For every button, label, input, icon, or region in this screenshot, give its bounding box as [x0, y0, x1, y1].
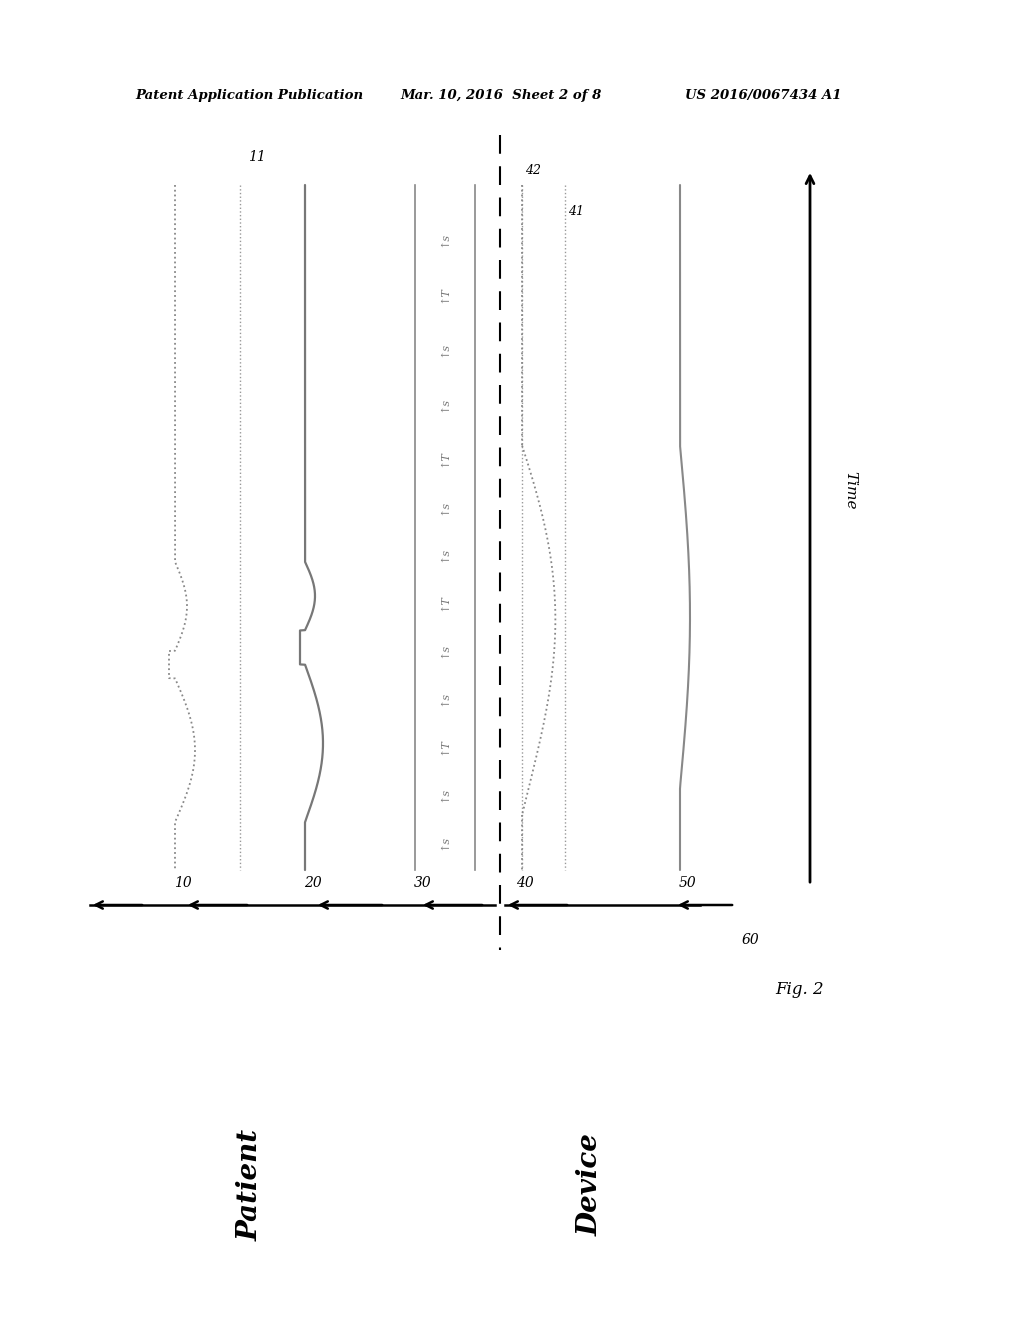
- Text: ↑T: ↑T: [440, 286, 450, 304]
- Text: ↑s: ↑s: [440, 342, 450, 356]
- Text: 10: 10: [174, 876, 191, 890]
- Text: ↑T: ↑T: [440, 450, 450, 467]
- Text: ↑s: ↑s: [440, 787, 450, 803]
- Text: 42: 42: [525, 164, 541, 177]
- Text: ↑s: ↑s: [440, 643, 450, 659]
- Text: 60: 60: [741, 933, 759, 946]
- Text: 11: 11: [248, 150, 266, 164]
- Text: 20: 20: [304, 876, 322, 890]
- Text: Time: Time: [843, 471, 857, 510]
- Text: ↑T: ↑T: [440, 738, 450, 755]
- Text: ↑s: ↑s: [440, 836, 450, 850]
- Text: 40: 40: [516, 876, 534, 890]
- Text: US 2016/0067434 A1: US 2016/0067434 A1: [685, 88, 842, 102]
- Text: ↑T: ↑T: [440, 594, 450, 611]
- Text: ↑s: ↑s: [440, 548, 450, 562]
- Text: 41: 41: [568, 205, 584, 218]
- Text: Patient: Patient: [237, 1129, 263, 1241]
- Text: ↑s: ↑s: [440, 396, 450, 412]
- Text: ↑s: ↑s: [440, 232, 450, 247]
- Text: Device: Device: [577, 1134, 603, 1237]
- Text: ↑s: ↑s: [440, 692, 450, 706]
- Text: ↑s: ↑s: [440, 499, 450, 515]
- Text: Fig. 2: Fig. 2: [776, 982, 824, 998]
- Text: Mar. 10, 2016  Sheet 2 of 8: Mar. 10, 2016 Sheet 2 of 8: [400, 88, 601, 102]
- Text: 50: 50: [679, 876, 697, 890]
- Text: Patent Application Publication: Patent Application Publication: [135, 88, 364, 102]
- Text: 30: 30: [414, 876, 432, 890]
